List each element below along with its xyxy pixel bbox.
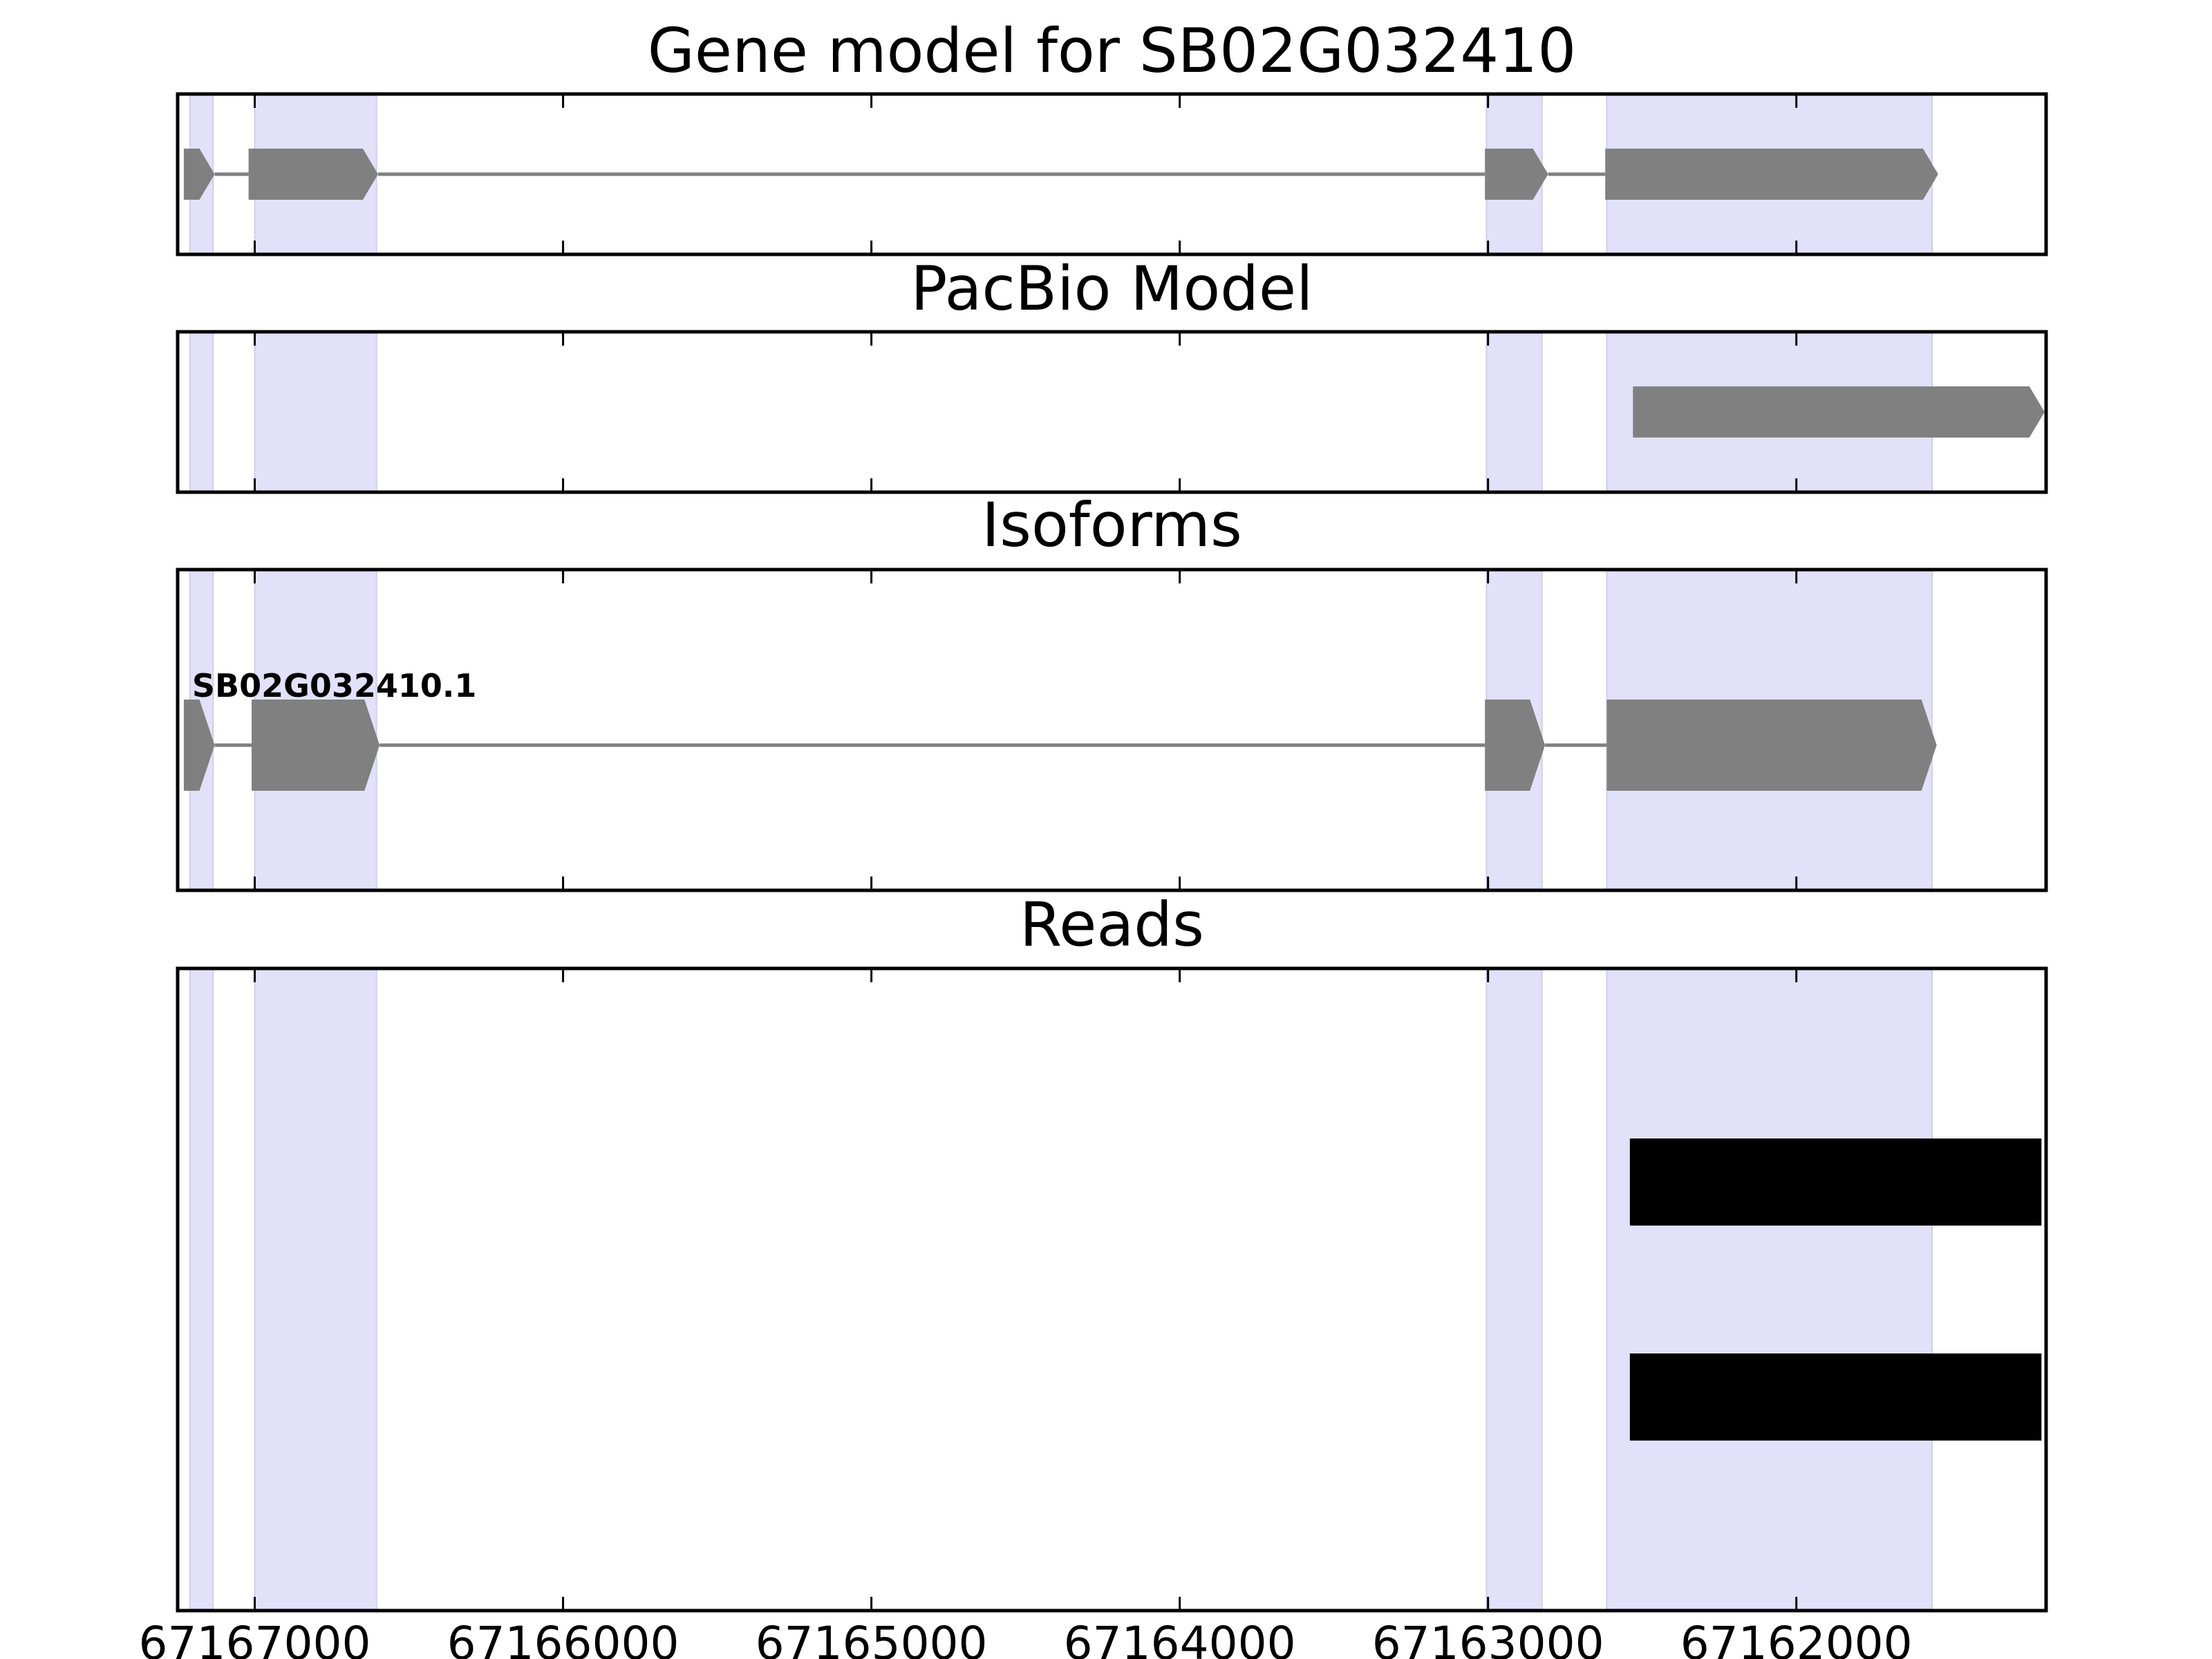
exon-arrow — [1605, 149, 1938, 200]
exon-shading-band — [1606, 968, 1933, 1611]
panel-frame — [176, 92, 2048, 256]
read-bar — [1629, 1138, 2042, 1226]
x-tick-label: 67167000 — [139, 1617, 371, 1659]
exon-arrow — [248, 149, 378, 200]
isoform-label: SB02G032410.1 — [192, 667, 476, 704]
panel-title: Gene model for SB02G032410 — [648, 15, 1577, 86]
x-tick-label: 67166000 — [447, 1617, 679, 1659]
exon-arrow — [1485, 700, 1546, 791]
x-tick-label: 67162000 — [1680, 1617, 1913, 1659]
panel-frame — [176, 966, 2048, 1613]
panel-title: PacBio Model — [910, 253, 1313, 324]
exon-arrow — [1633, 386, 2045, 438]
exon-arrow — [1485, 149, 1548, 200]
x-tick-label: 67163000 — [1372, 1617, 1604, 1659]
exon-arrow — [183, 700, 215, 791]
exon-shading-band — [1485, 968, 1543, 1611]
exon-shading-band — [1485, 331, 1543, 493]
exon-arrow — [252, 700, 380, 791]
exon-shading-band — [254, 968, 377, 1611]
exon-arrow — [183, 149, 215, 200]
x-tick-label: 67164000 — [1064, 1617, 1296, 1659]
exon-arrow — [1606, 700, 1937, 791]
panel-frame — [176, 568, 2048, 892]
exon-shading-band — [189, 331, 214, 493]
panel-frame — [176, 330, 2048, 494]
read-bar — [1629, 1353, 2042, 1441]
exon-shading-band — [189, 968, 214, 1611]
panel-title: Reads — [1020, 889, 1204, 960]
exon-shading-band — [254, 331, 377, 493]
panel-title: Isoforms — [982, 489, 1242, 561]
x-tick-label: 67165000 — [756, 1617, 988, 1659]
